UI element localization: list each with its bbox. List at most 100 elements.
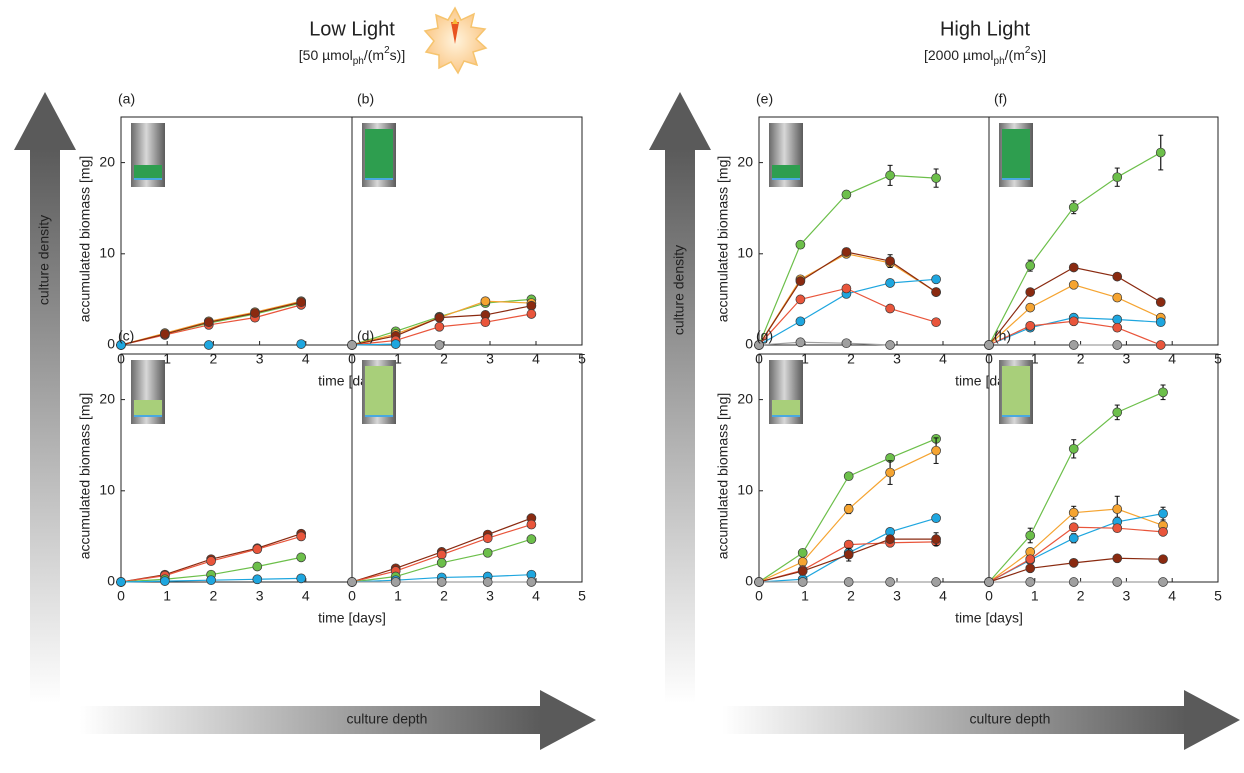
x-tick-label: 4 [939, 351, 947, 367]
data-point [1158, 526, 1168, 537]
density-arrow-right [649, 92, 711, 703]
header-subtitle: [50 µmolph/(m2s)] [299, 45, 405, 67]
data-point [390, 339, 401, 349]
data-point [795, 239, 806, 250]
panel-label: (e) [756, 91, 773, 107]
data-point [885, 278, 895, 288]
subtitle-part: [2000 µmol [924, 47, 994, 63]
data-point [931, 577, 941, 587]
reactor-base [772, 178, 800, 180]
subtitle-part: ph [353, 56, 364, 67]
data-point [206, 575, 216, 586]
y-axis-label: accumulated biomass [mg] [77, 156, 93, 323]
data-point [203, 317, 214, 328]
x-tick-label: 4 [302, 588, 310, 604]
data-point [390, 577, 401, 587]
plot-frame [351, 116, 583, 346]
data-point [843, 549, 854, 560]
density-arrow-left [14, 92, 76, 703]
x-tick-label: 4 [1168, 351, 1176, 367]
data-point [797, 557, 808, 567]
data-point [931, 445, 941, 456]
data-point [1112, 292, 1123, 303]
data-point [885, 340, 895, 350]
data-point [1158, 554, 1168, 565]
data-point [885, 256, 895, 266]
data-point [1068, 316, 1079, 327]
data-point [434, 340, 445, 350]
data-point [434, 312, 445, 323]
reactor-base [365, 415, 393, 417]
panel-label: (c) [118, 328, 134, 344]
data-point [1025, 287, 1036, 297]
data-point [252, 544, 263, 555]
header-title: High Light [940, 18, 1031, 40]
x-tick-label: 0 [348, 588, 356, 604]
data-point [931, 534, 941, 544]
x-tick-label: 1 [394, 351, 402, 367]
reactor-base [1002, 178, 1030, 180]
series-line [988, 508, 1164, 583]
data-point [885, 534, 895, 544]
data-point [885, 467, 895, 478]
data-point [116, 577, 126, 587]
data-point [1068, 557, 1079, 568]
data-point [984, 340, 994, 350]
data-point [1068, 262, 1079, 273]
x-tick-label: 2 [210, 588, 218, 604]
x-tick-label: 3 [256, 588, 264, 604]
panel-label: (d) [357, 328, 374, 344]
x-tick-label: 0 [117, 588, 125, 604]
reactor-culture [134, 400, 162, 416]
data-point [482, 547, 493, 558]
data-point [347, 340, 357, 350]
x-axis-label: time [days] [955, 610, 1023, 626]
x-tick-label: 2 [210, 351, 218, 367]
data-point [252, 561, 263, 572]
data-point [160, 329, 170, 339]
data-point [984, 577, 994, 587]
data-point [526, 519, 537, 530]
data-point [1112, 407, 1123, 418]
y-tick-label: 20 [99, 390, 115, 406]
data-point [797, 566, 808, 576]
data-point [1112, 271, 1123, 282]
data-point [843, 577, 854, 587]
subtitle-part: 2 [384, 45, 390, 56]
subtitle-part: [50 µmol [299, 47, 353, 63]
data-point [526, 300, 537, 311]
data-point [1155, 340, 1166, 350]
data-point [252, 574, 263, 585]
panel-label: (h) [994, 328, 1011, 344]
data-point [203, 340, 214, 350]
x-tick-label: 4 [302, 351, 310, 367]
data-point [1068, 507, 1079, 518]
data-point [795, 276, 806, 287]
data-point [434, 321, 445, 332]
data-point [250, 308, 260, 318]
x-tick-label: 4 [939, 588, 947, 604]
data-point [1112, 504, 1123, 514]
x-tick-label: 3 [486, 351, 494, 367]
x-tick-label: 0 [755, 588, 763, 604]
reactor-base [365, 178, 393, 180]
series-line [758, 253, 937, 346]
data-point [885, 577, 895, 587]
y-axis-label: accumulated biomass [mg] [715, 156, 731, 323]
subtitle-part: s)] [390, 47, 406, 63]
data-point [754, 340, 764, 350]
header-subtitle: [2000 µmolph/(m2s)] [924, 45, 1046, 67]
data-point [795, 294, 806, 305]
data-point [1025, 302, 1036, 313]
y-tick-label: 10 [99, 482, 115, 498]
x-tick-label: 1 [163, 351, 171, 367]
x-tick-label: 3 [256, 351, 264, 367]
data-point [482, 577, 493, 587]
x-tick-label: 1 [1031, 351, 1039, 367]
data-point [1025, 260, 1036, 271]
x-tick-label: 5 [1214, 588, 1222, 604]
data-point [1068, 279, 1079, 290]
data-point [1112, 340, 1123, 350]
x-tick-label: 1 [1031, 588, 1039, 604]
